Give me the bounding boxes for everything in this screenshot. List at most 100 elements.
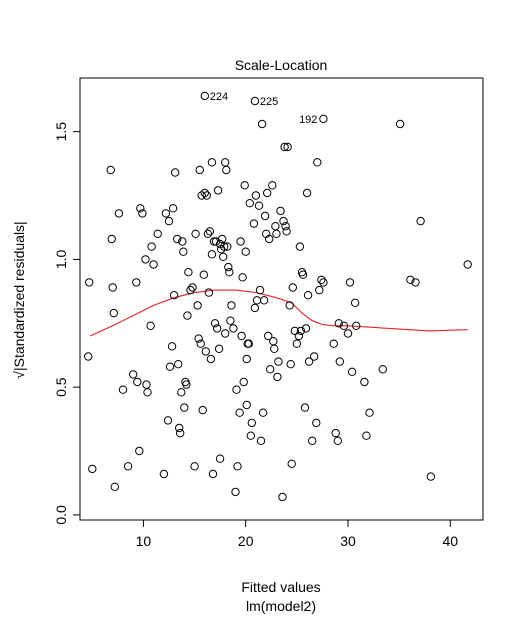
data-point — [274, 357, 283, 366]
data-point — [168, 204, 178, 213]
data-point — [247, 418, 257, 428]
data-point — [301, 324, 311, 333]
data-point — [258, 408, 268, 417]
smoother-line — [89, 289, 468, 337]
data-point — [159, 469, 169, 479]
data-point — [186, 285, 195, 295]
x-tick-label: 40 — [442, 533, 458, 549]
point-labels-layer: 224 225 192 — [210, 91, 318, 126]
data-point — [210, 319, 220, 328]
data-point — [108, 283, 117, 292]
data-point — [278, 492, 287, 502]
data-point — [194, 334, 203, 343]
data-point — [319, 278, 328, 287]
data-point — [313, 158, 322, 167]
y-tick-label: 1.5 — [53, 122, 69, 142]
data-point — [269, 337, 278, 346]
chart-subtitle: lm(model2) — [246, 598, 316, 614]
data-point — [188, 283, 197, 292]
data-point — [149, 260, 158, 269]
data-point — [218, 234, 227, 244]
data-point — [132, 278, 141, 287]
data-point — [229, 324, 238, 333]
data-point — [106, 165, 115, 175]
data-point — [238, 273, 247, 282]
data-point — [286, 360, 295, 369]
data-point — [395, 119, 405, 129]
data-point — [251, 191, 261, 200]
data-point — [331, 428, 340, 438]
data-point — [335, 357, 344, 366]
data-point — [406, 275, 415, 284]
data-point — [213, 186, 223, 195]
data-point — [205, 227, 215, 236]
data-point — [463, 260, 472, 269]
data-point — [255, 285, 265, 295]
data-point — [319, 114, 328, 124]
data-point — [350, 298, 360, 307]
data-point — [416, 216, 425, 226]
data-point — [200, 91, 210, 101]
data-point — [292, 339, 301, 348]
data-point — [167, 342, 177, 351]
x-axis: 10 20 30 40 — [136, 519, 458, 549]
data-point — [84, 352, 93, 361]
data-point — [165, 362, 175, 371]
data-point — [285, 301, 294, 310]
data-point — [221, 329, 230, 338]
data-point — [198, 405, 207, 415]
data-point — [123, 462, 133, 471]
data-point — [347, 367, 357, 376]
data-point — [302, 188, 312, 198]
data-point — [212, 324, 222, 333]
data-point — [200, 188, 210, 198]
data-point — [193, 301, 202, 310]
data-point — [317, 275, 326, 284]
data-point — [141, 255, 150, 264]
data-point — [265, 234, 274, 244]
data-point — [170, 168, 180, 177]
data-point — [259, 296, 269, 305]
data-point — [303, 291, 313, 300]
data-point — [288, 283, 297, 292]
data-point — [250, 96, 260, 106]
data-point — [343, 329, 353, 338]
data-point — [272, 229, 281, 239]
data-point — [203, 229, 213, 239]
data-point — [241, 247, 250, 256]
data-point — [266, 365, 275, 374]
data-point — [254, 201, 264, 210]
data-point — [215, 454, 225, 463]
chart-title: Scale-Location — [235, 57, 328, 73]
data-point — [147, 242, 156, 251]
data-point — [352, 321, 361, 330]
data-point — [146, 321, 155, 330]
data-point — [246, 431, 256, 440]
data-point — [107, 234, 116, 244]
data-point — [362, 431, 371, 440]
data-point — [180, 403, 189, 412]
data-point — [273, 372, 282, 382]
data-point — [283, 142, 292, 152]
data-point — [329, 339, 338, 348]
data-point — [215, 239, 225, 249]
data-point — [235, 408, 244, 417]
data-point — [365, 408, 374, 417]
data-point — [268, 181, 277, 190]
data-point — [281, 222, 290, 231]
data-point — [333, 436, 342, 445]
data-point — [178, 237, 187, 246]
data-point — [233, 462, 242, 471]
x-tick-label: 10 — [136, 533, 152, 549]
data-point — [136, 204, 145, 213]
data-point — [179, 247, 188, 256]
data-point — [312, 418, 321, 428]
data-point — [315, 285, 324, 295]
data-point — [232, 385, 241, 394]
data-point — [256, 436, 266, 445]
data-point — [263, 188, 272, 198]
data-point — [214, 344, 224, 353]
data-point — [295, 242, 305, 251]
data-point — [287, 459, 296, 468]
